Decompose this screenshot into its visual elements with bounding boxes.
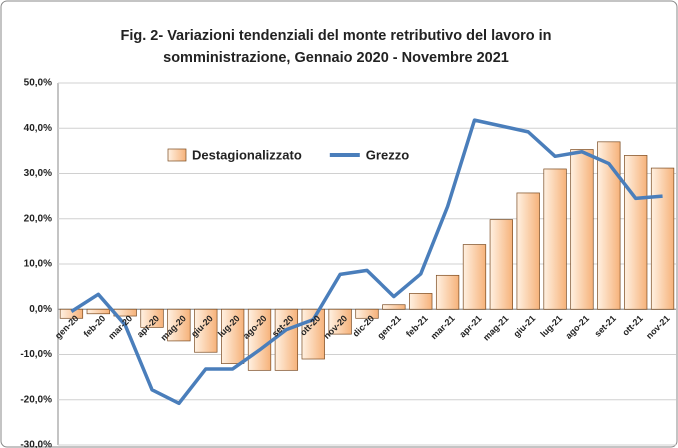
legend-label: Grezzo <box>366 147 409 162</box>
bar <box>328 308 352 335</box>
legend-label: Destagionalizzato <box>192 147 302 162</box>
legend-swatch <box>167 148 187 162</box>
chart-title: Fig. 2- Variazioni tendenziali del monte… <box>120 28 551 44</box>
bar <box>650 167 675 310</box>
bar <box>624 155 648 310</box>
y-tick-label: 10,0% <box>24 259 52 270</box>
y-tick-label: -20,0% <box>20 394 52 405</box>
bar <box>194 308 218 353</box>
y-tick-label: 50,0% <box>24 78 52 89</box>
chart-title: somministrazione, Gennaio 2020 - Novembr… <box>163 50 509 66</box>
bar <box>570 149 594 310</box>
bar <box>355 308 379 319</box>
y-tick-label: 20,0% <box>24 213 52 224</box>
y-tick-label: -10,0% <box>20 349 52 360</box>
bar <box>435 274 460 310</box>
bar <box>140 308 164 328</box>
bar <box>59 308 84 319</box>
y-tick-label: 0,0% <box>29 304 52 315</box>
bar <box>462 244 487 310</box>
line <box>70 118 663 406</box>
bar <box>489 219 513 310</box>
bar <box>543 168 567 310</box>
bar <box>382 304 406 310</box>
y-tick-label: 30,0% <box>24 168 52 179</box>
bar <box>221 308 245 364</box>
y-tick-label: 40,0% <box>24 123 52 134</box>
bar <box>86 308 110 315</box>
bar <box>516 192 540 310</box>
y-tick-label: -30,0% <box>20 440 52 448</box>
bar <box>409 293 433 310</box>
bar <box>167 308 191 342</box>
bar <box>597 141 621 310</box>
